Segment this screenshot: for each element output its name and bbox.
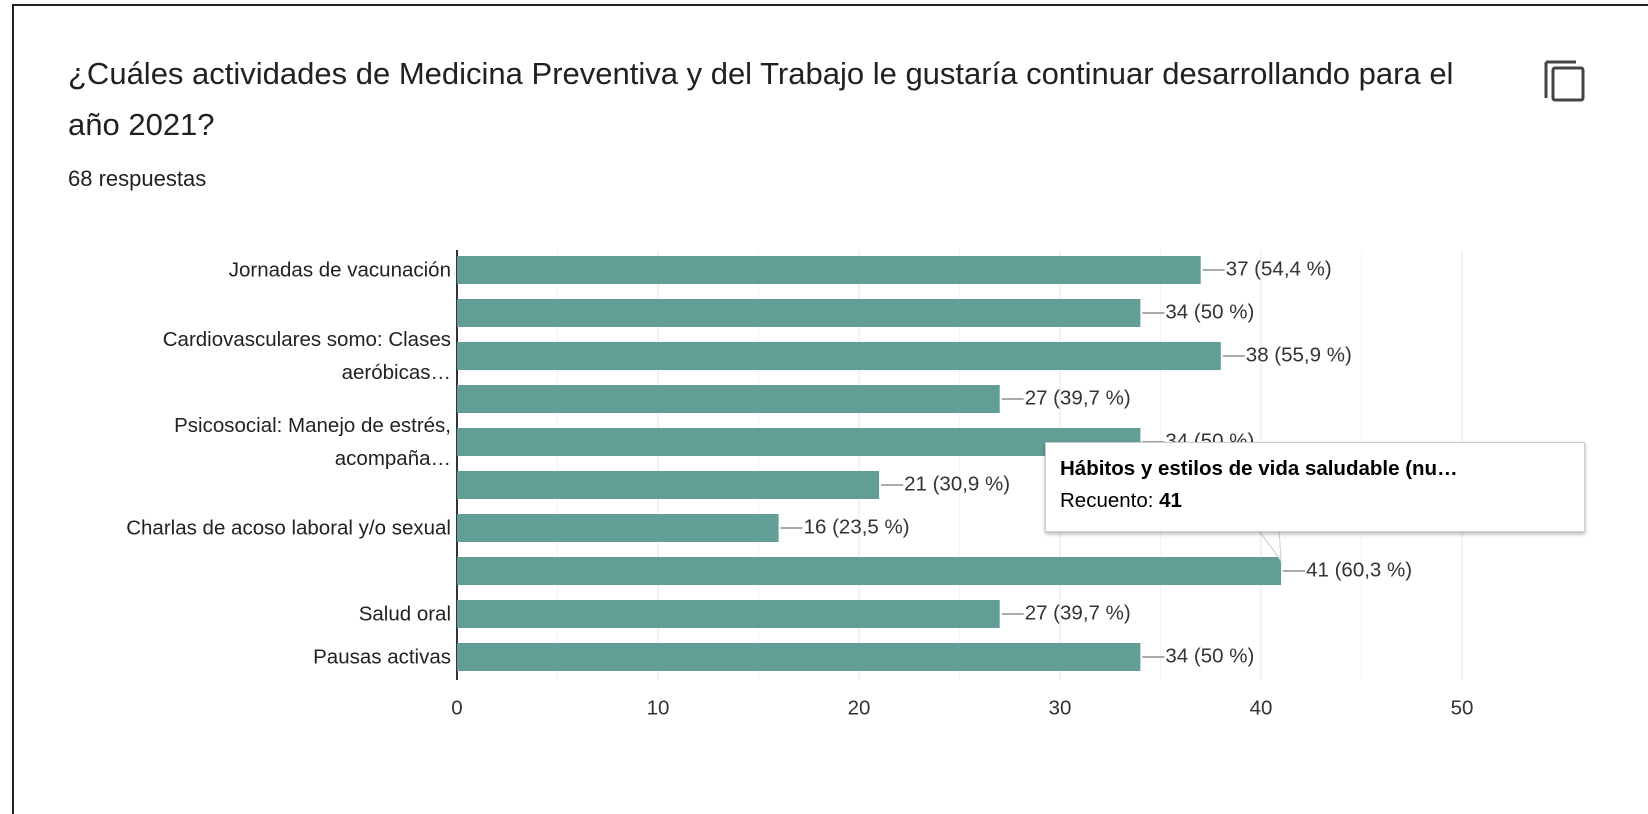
value-label: 41 (60,3 %) — [1306, 558, 1412, 581]
x-tick-label: 10 — [647, 696, 670, 719]
tooltip-label: Recuento: — [1060, 489, 1154, 512]
category-label: Cardiovasculares somo: Clases aeróbicas… — [162, 328, 451, 384]
category-label: Salud oral — [358, 602, 451, 626]
value-label: 21 (30,9 %) — [904, 472, 1010, 495]
copy-icon[interactable] — [1544, 60, 1585, 102]
tooltip: Hábitos y estilos de vida saludable (nu…… — [1045, 442, 1585, 532]
bar — [457, 256, 1201, 284]
tooltip-value: 41 — [1159, 489, 1182, 512]
bar — [457, 428, 1141, 456]
value-label: 27 (39,7 %) — [1025, 386, 1131, 409]
bar — [457, 471, 880, 499]
x-tick-label: 50 — [1451, 696, 1474, 719]
response-count: 68 respuestas — [68, 166, 207, 191]
tooltip-row: Recuento: 41 — [1060, 489, 1570, 513]
category-label: Pausas activas — [313, 645, 451, 669]
value-label: 16 (23,5 %) — [804, 515, 910, 538]
value-label: 37 (54,4 %) — [1226, 257, 1332, 280]
value-label: 34 (50 %) — [1165, 300, 1254, 323]
bar — [457, 299, 1141, 327]
bar — [457, 643, 1141, 671]
bar — [457, 600, 1000, 628]
category-label: Charlas de acoso laboral y/o sexual — [126, 516, 451, 540]
bar — [457, 385, 1000, 413]
x-tick-label: 0 — [451, 696, 462, 719]
value-label: 38 (55,9 %) — [1246, 343, 1352, 366]
x-tick-label: 20 — [848, 696, 871, 719]
value-label: 34 (50 %) — [1165, 644, 1254, 667]
tooltip-title: Hábitos y estilos de vida saludable (nu… — [1060, 457, 1458, 480]
category-label: Jornadas de vacunación — [228, 258, 451, 282]
category-label: Psicosocial: Manejo de estrés, acompaña… — [174, 414, 451, 470]
bar — [457, 514, 779, 542]
question-title: ¿Cuáles actividades de Medicina Preventi… — [68, 56, 1454, 142]
card — [12, 4, 1648, 814]
bar — [457, 342, 1221, 370]
x-tick-label: 40 — [1250, 696, 1273, 719]
bar — [457, 557, 1282, 585]
value-label: 27 (39,7 %) — [1025, 601, 1131, 624]
x-tick-label: 30 — [1049, 696, 1072, 719]
